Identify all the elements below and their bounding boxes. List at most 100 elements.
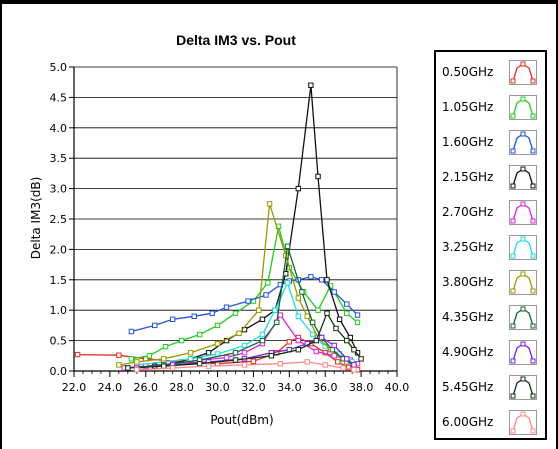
data-point: [295, 185, 302, 192]
legend-label: 5.45GHz: [442, 380, 494, 394]
data-point: [162, 343, 169, 350]
legend-item: 4.35GHz: [436, 301, 545, 336]
y-tick-label: 2.5: [50, 213, 68, 226]
data-point: [116, 362, 122, 368]
axes: 0.0 0.5 1.0 1.5 2.0 2.5 3.0 3.5 4.0 4.5 5.0 22.0 24.…: [50, 61, 410, 394]
data-point: [259, 331, 266, 338]
y-tick-label: 0.5: [50, 335, 68, 348]
data-point: [259, 316, 266, 323]
legend-item: 4.90GHz: [436, 336, 545, 371]
y-tick-label: 3.0: [50, 183, 68, 196]
data-point: [336, 316, 343, 323]
legend-label: 4.35GHz: [442, 310, 494, 324]
grid: [74, 66, 397, 342]
data-point: [187, 356, 194, 362]
legend-item: 1.05GHz: [436, 91, 545, 126]
data-point: [354, 319, 361, 326]
data-point: [347, 334, 354, 341]
data-point: [134, 359, 140, 365]
x-tick-label: 32.0: [241, 381, 266, 394]
legend-swatch: [509, 165, 537, 190]
series-line: [118, 203, 348, 366]
legend-item: 2.70GHz: [436, 196, 545, 231]
data-point: [344, 356, 350, 362]
data-point: [205, 363, 212, 369]
data-point: [196, 331, 203, 338]
data-point: [309, 319, 316, 326]
legend-label: 4.90GHz: [442, 345, 494, 359]
data-point: [223, 354, 230, 361]
data-point: [232, 310, 239, 316]
legend-item: 3.80GHz: [436, 266, 545, 301]
data-point: [313, 348, 319, 355]
legend-label: 1.60GHz: [442, 135, 494, 149]
legend-label: 1.05GHz: [442, 100, 494, 114]
legend-swatch: [509, 95, 537, 120]
series-line: [131, 276, 358, 333]
data-point: [335, 359, 341, 365]
data-point: [178, 337, 185, 344]
data-point: [315, 173, 321, 180]
data-point: [322, 362, 328, 368]
data-point: [286, 339, 293, 345]
x-tick-label: 38.0: [349, 381, 374, 394]
data-point: [295, 313, 302, 319]
data-point: [214, 322, 221, 329]
series-1.60GHz: [128, 274, 361, 335]
legend-swatch: [509, 200, 537, 225]
legend-item: 5.45GHz: [436, 371, 545, 406]
x-tick-label: 24.0: [98, 381, 123, 394]
data-point: [295, 347, 302, 353]
data-point: [232, 350, 239, 356]
data-point: [351, 367, 357, 373]
x-tick-label: 28.0: [169, 381, 194, 394]
data-point: [331, 342, 337, 349]
data-point: [313, 337, 319, 344]
x-tick-label: 30.0: [205, 381, 230, 394]
legend-swatch: [509, 270, 537, 295]
data-point: [169, 316, 176, 323]
legend-swatch: [509, 410, 537, 435]
data-point: [284, 280, 291, 286]
y-tick-label: 1.5: [50, 274, 68, 287]
y-tick-label: 1.0: [50, 304, 68, 317]
data-point: [259, 337, 266, 344]
data-point: [74, 351, 81, 358]
y-tick-label: 4.0: [50, 122, 68, 135]
data-point: [318, 334, 325, 341]
data-point: [315, 307, 321, 313]
data-point: [324, 277, 330, 283]
legend-swatch: [509, 60, 537, 85]
data-point: [236, 330, 242, 337]
data-point: [263, 292, 269, 298]
data-point: [245, 298, 251, 304]
data-point: [344, 301, 350, 307]
data-point: [308, 274, 314, 280]
x-tick-label: 22.0: [62, 381, 87, 394]
data-point: [128, 356, 135, 362]
data-point: [265, 280, 271, 286]
data-point: [152, 322, 158, 329]
legend-item: 2.15GHz: [436, 161, 545, 196]
series-4.35GHz: [125, 243, 357, 371]
legend-swatch: [509, 340, 537, 365]
data-point: [333, 325, 339, 332]
data-point: [268, 353, 275, 359]
legend: 0.50GHz 1.05GHz 1.60GHz 2.15GHz 2.70GHz 3.25G…: [434, 50, 547, 440]
legend-swatch: [509, 305, 537, 330]
data-point: [134, 367, 140, 373]
data-point: [340, 365, 346, 371]
legend-label: 0.50GHz: [442, 65, 494, 79]
data-point: [161, 363, 167, 369]
data-point: [169, 365, 176, 371]
x-tick-label: 34.0: [277, 381, 302, 394]
data-point: [241, 350, 248, 356]
data-point: [187, 350, 194, 356]
series-2.15GHz: [134, 82, 361, 371]
data-point: [266, 201, 273, 207]
series-layer: [74, 82, 364, 373]
y-tick-label: 0.0: [50, 365, 68, 378]
legend-swatch: [509, 235, 537, 260]
data-point: [351, 362, 357, 368]
